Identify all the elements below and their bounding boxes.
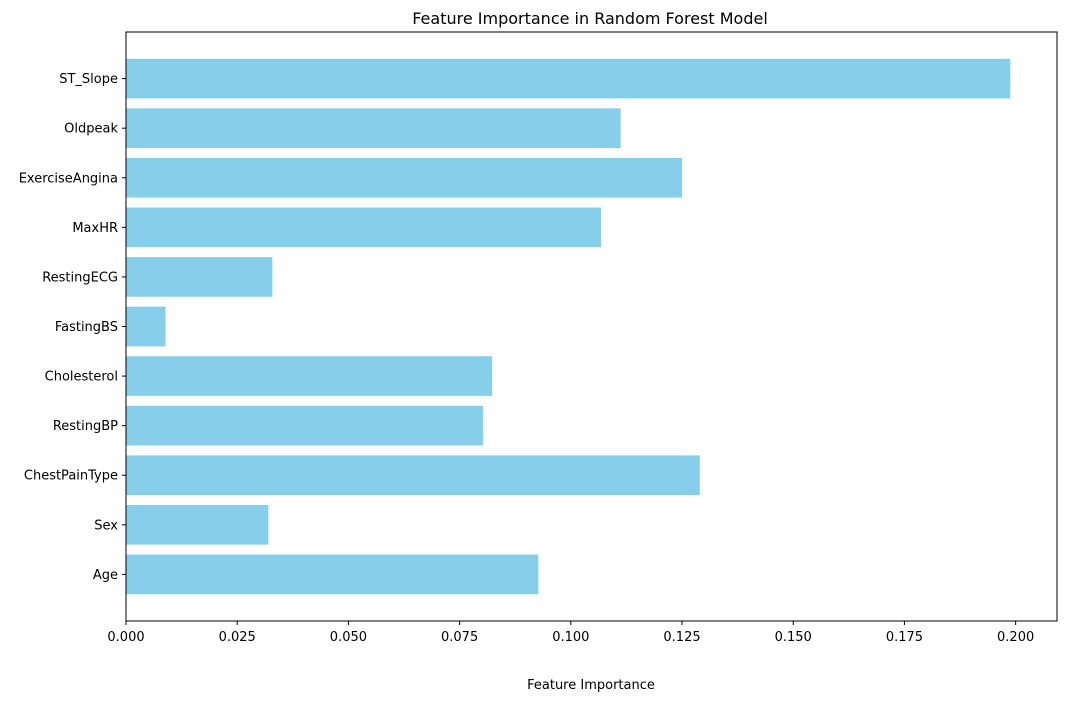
y-tick-label: Age xyxy=(93,568,118,583)
x-axis-ticks: 0.000 0.025 0.050 0.075 0.100 0.125 0.150 0.175… xyxy=(107,621,1034,645)
y-axis-ticks: Age Sex ChestPainType RestingBP Cholesterol F… xyxy=(19,72,126,583)
bar-fastingbs xyxy=(126,306,166,347)
x-tick-label: 0.150 xyxy=(775,630,812,645)
bar-st-slope xyxy=(126,58,1011,99)
bar-age xyxy=(126,554,539,595)
y-tick-label: ChestPainType xyxy=(24,469,118,484)
y-tick-label: RestingBP xyxy=(53,419,118,434)
bar-cholesterol xyxy=(126,356,493,396)
y-tick-label: RestingECG xyxy=(42,270,118,285)
x-tick-label: 0.125 xyxy=(663,630,700,645)
x-tick-label: 0.200 xyxy=(997,630,1034,645)
y-tick-label: FastingBS xyxy=(55,320,118,335)
x-tick-label: 0.025 xyxy=(219,630,256,645)
bar-restingbp xyxy=(126,405,484,446)
x-tick-label: 0.000 xyxy=(107,630,144,645)
x-tick-label: 0.100 xyxy=(552,630,589,645)
y-tick-label: ST_Slope xyxy=(59,72,118,87)
bar-restingecg xyxy=(126,257,273,297)
bar-exerciseangina xyxy=(126,157,683,198)
x-axis-label: Feature Importance xyxy=(527,678,655,693)
x-tick-label: 0.050 xyxy=(330,630,367,645)
chart-title: Feature Importance in Random Forest Mode… xyxy=(412,9,768,28)
bars-group xyxy=(126,58,1011,595)
bar-maxhr xyxy=(126,207,602,248)
y-tick-label: Sex xyxy=(94,518,118,533)
y-tick-label: Oldpeak xyxy=(64,122,118,137)
y-tick-label: ExerciseAngina xyxy=(19,171,118,186)
bar-oldpeak xyxy=(126,108,621,149)
y-tick-label: Cholesterol xyxy=(45,370,118,385)
bar-sex xyxy=(126,504,269,545)
x-tick-label: 0.175 xyxy=(886,630,923,645)
x-tick-label: 0.075 xyxy=(441,630,478,645)
y-tick-label: MaxHR xyxy=(72,221,118,236)
bar-chestpaintype xyxy=(126,455,700,496)
